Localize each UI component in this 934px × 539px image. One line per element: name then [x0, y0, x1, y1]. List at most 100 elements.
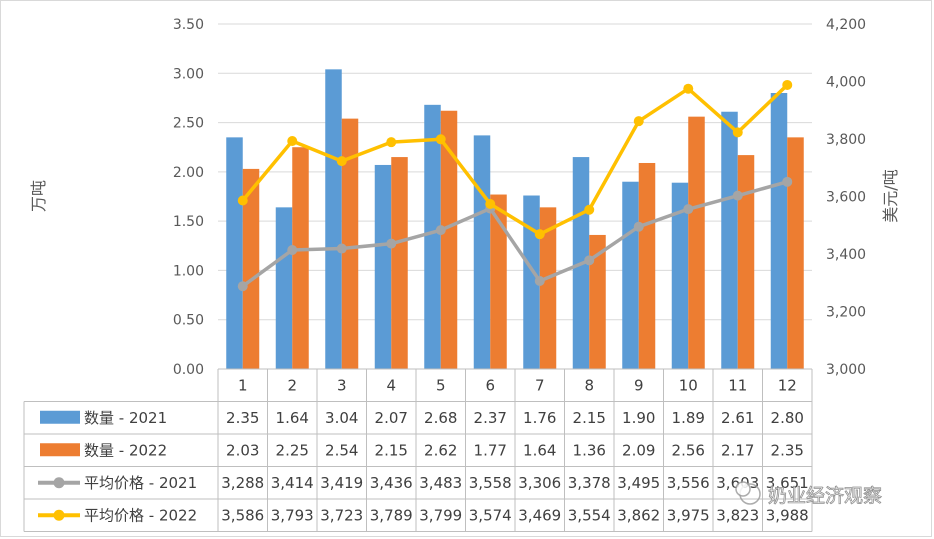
line-point: [237, 195, 248, 206]
y-left-tick-label: 0.50: [173, 313, 204, 329]
bar-2022: [787, 137, 804, 369]
x-category-label: 4: [386, 376, 396, 394]
data-table-cell: 3,419: [320, 474, 363, 492]
data-table-cell: 3,556: [667, 474, 710, 492]
data-table-cell: 3,306: [518, 474, 561, 492]
legend-label: 平均价格 - 2021: [84, 474, 197, 492]
line-point: [435, 134, 446, 145]
bar-2022: [490, 194, 507, 369]
data-table-cell: 1.64: [276, 409, 309, 427]
watermark-text: 奶业经济观察: [768, 485, 882, 507]
data-table-cell: 2.80: [771, 409, 804, 427]
data-table-cell: 3,414: [271, 474, 314, 492]
bar-2022: [638, 162, 656, 369]
x-category-label: 11: [728, 376, 747, 394]
bar-2021: [424, 104, 441, 369]
y-right-tick-label: 3,000: [826, 362, 866, 378]
data-table-cell: 3,378: [568, 474, 611, 492]
x-category-label: 6: [485, 376, 495, 394]
y-left-tick-label: 3.00: [173, 66, 204, 82]
data-table-cell: 2.09: [622, 441, 655, 459]
x-category-label: 9: [634, 376, 644, 394]
data-table-cell: 3,723: [320, 506, 363, 524]
y-left-tick-label: 0.00: [173, 362, 204, 378]
legend-key-bar: [40, 410, 80, 424]
x-category-label: 12: [778, 376, 797, 394]
data-table-cell: 2.62: [424, 441, 457, 459]
data-table-cell: 3,558: [469, 474, 512, 492]
legend-label: 数量 - 2022: [84, 441, 167, 459]
y-right-tick-label: 3,800: [826, 132, 866, 148]
line-point: [633, 221, 644, 232]
line-point: [287, 136, 298, 147]
bar-2021: [523, 195, 540, 369]
bar-2022: [440, 110, 458, 369]
bar-2022: [539, 207, 557, 369]
y-right-tick-label: 3,200: [826, 305, 866, 321]
data-table-cell: 1.89: [672, 409, 705, 427]
bar-2021: [770, 93, 788, 369]
data-table-cell: 3,789: [370, 506, 413, 524]
y-left-axis-title: 万吨: [29, 180, 48, 212]
data-table-cell: 2.61: [721, 409, 754, 427]
data-table-cell: 3,862: [617, 506, 660, 524]
data-table-cell: 2.37: [474, 409, 507, 427]
y-left-tick-label: 3.50: [173, 17, 204, 33]
data-table-cell: 1.76: [523, 409, 556, 427]
bar-2021: [325, 69, 342, 369]
data-table-cell: 3,793: [271, 506, 314, 524]
data-table-cell: 2.35: [226, 409, 259, 427]
data-table-cell: 1.64: [523, 441, 556, 459]
y-right-axis-title: 美元/吨: [881, 169, 900, 222]
bar-2021: [721, 111, 738, 369]
line-point: [584, 204, 595, 215]
y-left-tick-label: 2.50: [173, 116, 204, 132]
legend-key-marker: [53, 477, 65, 489]
y-right-tick-label: 4,000: [826, 75, 866, 91]
wechat-icon-bubble: [735, 481, 751, 497]
data-table-cell: 1.36: [573, 441, 606, 459]
bar-2022: [737, 155, 755, 369]
line-point: [683, 83, 694, 94]
legend-key-bar: [40, 443, 80, 457]
line-point: [485, 198, 496, 209]
line-point: [633, 116, 644, 127]
x-category-label: 1: [238, 376, 248, 394]
line-point: [782, 176, 793, 187]
bar-2022: [242, 168, 260, 369]
bar-2021: [473, 135, 491, 369]
line-point: [732, 190, 743, 201]
line-point: [534, 229, 545, 240]
data-table-cell: 2.15: [573, 409, 606, 427]
legend-label: 平均价格 - 2022: [84, 506, 197, 524]
line-point: [336, 156, 347, 167]
line-point: [782, 79, 793, 90]
data-table-cell: 2.56: [672, 441, 705, 459]
data-table-cell: 2.25: [276, 441, 309, 459]
line-point: [584, 255, 595, 266]
line-point: [287, 244, 298, 255]
data-table-cell: 3,823: [716, 506, 759, 524]
bar-2021: [226, 137, 243, 369]
bar-2021: [275, 207, 293, 369]
bar-2021: [622, 181, 639, 369]
data-table-cell: 2.54: [325, 441, 358, 459]
series-line-2022: [241, 83, 789, 236]
data-table-cell: 3,436: [370, 474, 413, 492]
bar-2022: [589, 234, 606, 369]
bar-2022: [391, 157, 408, 369]
x-category-label: 5: [436, 376, 446, 394]
data-table-cell: 2.35: [771, 441, 804, 459]
bar-2021: [374, 164, 392, 369]
bar-2022: [688, 116, 705, 370]
bar-2022: [292, 147, 309, 369]
y-right-tick-label: 3,600: [826, 190, 866, 206]
x-category-label: 7: [535, 376, 545, 394]
x-category-label: 8: [584, 376, 594, 394]
data-table-cell: 3,975: [667, 506, 710, 524]
data-table-cell: 3,495: [617, 474, 660, 492]
bar-2022: [341, 118, 359, 369]
line-point: [683, 204, 694, 215]
